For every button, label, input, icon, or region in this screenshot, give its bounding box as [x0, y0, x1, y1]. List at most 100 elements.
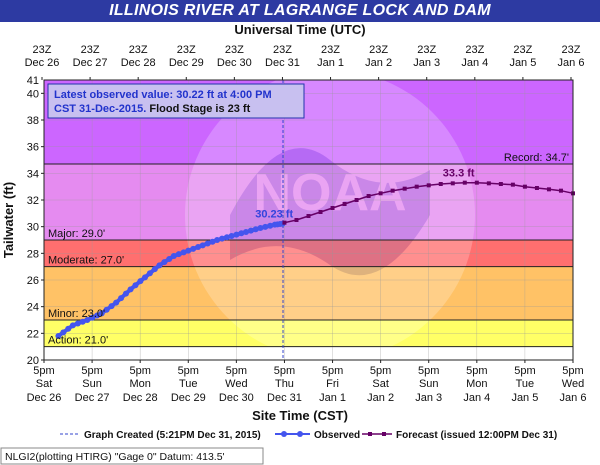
observed-point	[161, 259, 168, 266]
bottom-tick-date: Jan 4	[463, 392, 490, 404]
bottom-tick-date: Dec 31	[267, 392, 302, 404]
plot-frame	[43, 79, 574, 361]
top-tick-date: Jan 5	[509, 57, 536, 69]
bottom-tick-time: 5pm	[562, 365, 583, 377]
observed-point	[228, 233, 235, 239]
observed-point	[214, 237, 221, 243]
y-tick-label: 41	[27, 75, 39, 87]
bottom-tick-day: Sun	[82, 378, 102, 390]
y-tick-label: 26	[27, 275, 39, 287]
observed-point	[166, 255, 173, 262]
bottom-tick-date: Dec 30	[219, 392, 254, 404]
forecast-point	[402, 186, 407, 191]
observed-point	[132, 282, 139, 289]
top-tick-time: 23Z	[369, 44, 388, 56]
observed-point	[118, 295, 125, 302]
forecast-crest-label: 33.3 ft	[443, 168, 475, 180]
forecast-point	[378, 191, 383, 196]
bottom-tick-date: Jan 5	[511, 392, 538, 404]
top-tick-time: 23Z	[417, 44, 436, 56]
top-tick-date: Jan 2	[365, 57, 392, 69]
top-tick-date: Jan 1	[317, 57, 344, 69]
y-tick-label: 32	[27, 195, 39, 207]
top-tick-time: 23Z	[177, 44, 196, 56]
observed-point	[199, 242, 206, 249]
legend-observed: Observed	[314, 430, 360, 441]
top-tick-time: 23Z	[321, 44, 340, 56]
bottom-tick-time: 5pm	[370, 365, 391, 377]
forecast-point	[414, 184, 419, 189]
bottom-tick-date: Jan 3	[415, 392, 442, 404]
observed-point	[247, 227, 254, 234]
top-tick-date: Jan 6	[558, 57, 585, 69]
top-tick-time: 23Z	[129, 44, 148, 56]
observed-peak-label: 30.23 ft	[255, 209, 293, 221]
observed-point	[113, 299, 120, 306]
observed-point	[74, 320, 81, 327]
observed-point	[89, 314, 96, 321]
footer-text: NLGI2(plotting HTIRG) "Gage 0" Datum: 41…	[5, 451, 225, 463]
info-line-2-date: CST 31-Dec-2015.	[54, 103, 146, 115]
category-label-moderate: Moderate: 27.0'	[48, 255, 124, 267]
forecast-point	[486, 181, 491, 186]
observed-point	[151, 266, 158, 273]
svg-text:CST 31-Dec-2015. Flood Stage i: CST 31-Dec-2015. Flood Stage is 23 ft	[54, 103, 251, 115]
forecast-point	[390, 188, 395, 193]
y-tick-label: 22	[27, 328, 39, 340]
observed-point	[190, 245, 197, 252]
bottom-tick-day: Wed	[562, 378, 584, 390]
forecast-point	[510, 182, 515, 187]
bottom-tick-date: Dec 29	[171, 392, 206, 404]
band-minor	[44, 266, 573, 320]
legend-forecast: Forecast (issued 12:00PM Dec 31)	[396, 430, 557, 441]
top-tick-time: 23Z	[225, 44, 244, 56]
observed-point	[122, 290, 129, 297]
forecast-point	[498, 182, 503, 186]
top-tick-time: 23Z	[562, 44, 581, 56]
top-tick-date: Dec 31	[265, 57, 300, 69]
top-tick-date: Dec 29	[169, 57, 204, 69]
bottom-tick-day: Sat	[36, 378, 53, 390]
observed-point	[209, 238, 216, 245]
observed-point	[267, 222, 274, 229]
bottom-tick-time: 5pm	[129, 365, 150, 377]
bottom-tick-time: 5pm	[274, 365, 295, 377]
observed-point	[65, 325, 72, 332]
band-normal	[44, 346, 573, 360]
observed-point	[233, 231, 240, 238]
top-tick-date: Dec 30	[217, 57, 252, 69]
top-tick-time: 23Z	[33, 44, 52, 56]
observed-point	[195, 244, 202, 251]
forecast-point	[474, 180, 479, 185]
observed-point	[108, 303, 115, 310]
observed-point	[156, 262, 163, 269]
observed-point	[69, 322, 76, 329]
category-label-minor: Minor: 23.0'	[48, 308, 105, 320]
top-axis-title: Universal Time (UTC)	[234, 22, 365, 37]
forecast-point	[318, 210, 323, 214]
observed-point	[204, 240, 211, 247]
observed-point	[262, 223, 269, 230]
y-tick-label: 34	[27, 168, 39, 180]
observed-point	[219, 235, 226, 242]
bottom-tick-date: Dec 26	[27, 392, 62, 404]
bottom-tick-day: Mon	[466, 378, 487, 390]
top-tick-date: Dec 26	[25, 57, 60, 69]
forecast-point	[366, 194, 371, 198]
observed-point	[79, 318, 86, 325]
forecast-point	[282, 220, 287, 225]
observed-point	[141, 274, 148, 281]
forecast-point	[306, 214, 311, 218]
forecast-point	[450, 181, 455, 186]
top-tick-time: 23Z	[513, 44, 532, 56]
forecast-point	[354, 198, 359, 202]
info-line-1: Latest observed value: 30.22 ft at 4:00 …	[54, 89, 272, 101]
observed-point	[252, 226, 259, 233]
bottom-tick-time: 5pm	[322, 365, 343, 377]
data-series	[55, 80, 575, 360]
bottom-tick-date: Jan 2	[367, 392, 394, 404]
flood-category-lines	[44, 163, 573, 348]
y-tick-label: 30	[27, 222, 39, 234]
